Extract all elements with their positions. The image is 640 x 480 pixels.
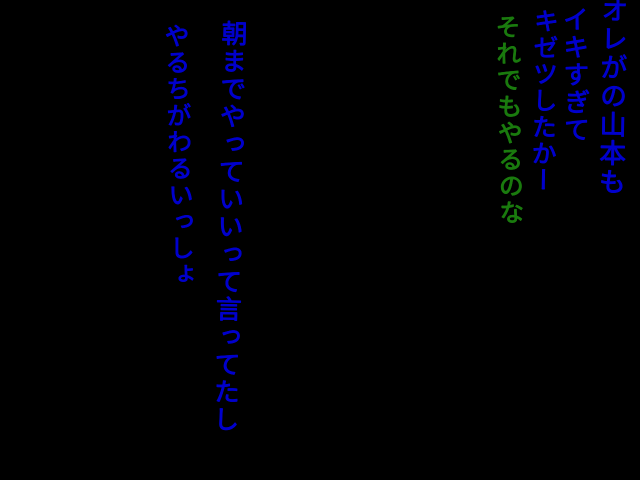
handwritten-text-column-left-b: やるちがわるいっしょ <box>160 22 197 289</box>
handwritten-text-column-right-d: それでもやるのな <box>491 13 526 227</box>
handwritten-text-column-right-b: イキすぎて <box>558 5 590 145</box>
handwritten-text-column-right-a: オレがの山本も <box>593 0 628 197</box>
handwritten-text-column-right-c: キゼツしたかー <box>527 7 560 194</box>
handwritten-text-column-left-a: 朝までやっていいって言ってたし <box>208 19 248 434</box>
